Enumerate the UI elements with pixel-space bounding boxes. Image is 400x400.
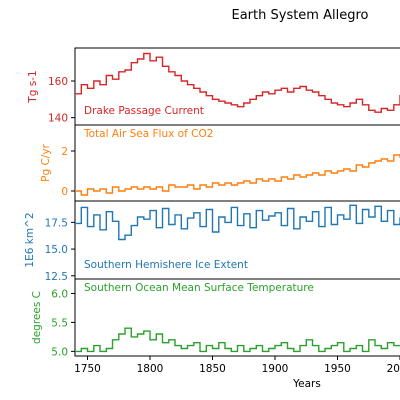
y-tick-label: 2 [61,146,68,158]
series-annotation: Southern Hemishere Ice Extent [84,259,248,271]
x-axis: 1750 1800 1850 1900 1950 2000 [74,356,400,375]
y-axis-label: degrees C [31,291,43,344]
x-tick-label: 1800 [137,363,164,375]
series-annotation: Drake Passage Current [84,105,204,117]
y-tick-label: 12.5 [45,271,68,283]
y-tick-label: 160 [48,76,68,88]
x-tick-label: 1900 [262,363,289,375]
panels: 140 160 Tg s-1 Drake Passage Current 0 2 Pg C/… [24,47,400,358]
panel-sst: 5.0 5.5 6.0 degrees C Southern Ocean Mean Su… [31,278,400,358]
y-tick-label: 17.5 [45,217,68,229]
series-annotation: Total Air Sea Flux of CO2 [83,128,213,140]
x-axis-label: Years [292,378,321,390]
panel-frame [74,278,400,357]
y-axis-label: 1E6 km^2 [24,212,36,267]
x-tick-label: 1850 [199,363,226,375]
y-axis-label: Pg C/yr [40,143,52,181]
panel-ice: 12.5 15.0 17.5 1E6 km^2 Southern Hemishere I… [24,200,400,283]
y-tick-label: 5.5 [51,317,68,329]
x-tick-label: 1950 [324,363,351,375]
x-tick-label: 1750 [74,363,101,375]
series-annotation: Southern Ocean Mean Surface Temperature [84,282,314,294]
y-axis-label: Tg s-1 [27,70,39,103]
panel-co2: 0 2 Pg C/yr Total Air Sea Flux of CO2 [40,124,400,202]
y-tick-label: 0 [61,186,68,198]
y-tick-label: 140 [48,113,68,125]
y-tick-label: 5.0 [51,346,68,358]
series-line-ice [75,204,400,241]
y-tick-label: 15.0 [45,244,68,256]
series-line-drake [75,52,400,113]
y-tick-label: 6.0 [51,288,68,300]
x-tick-label: 2000 [387,363,400,375]
series-line-co2 [75,154,400,196]
panel-drake: 140 160 Tg s-1 Drake Passage Current [27,47,400,126]
series-line-sst [75,327,400,353]
chart-title: Earth System Allegro [232,8,369,23]
